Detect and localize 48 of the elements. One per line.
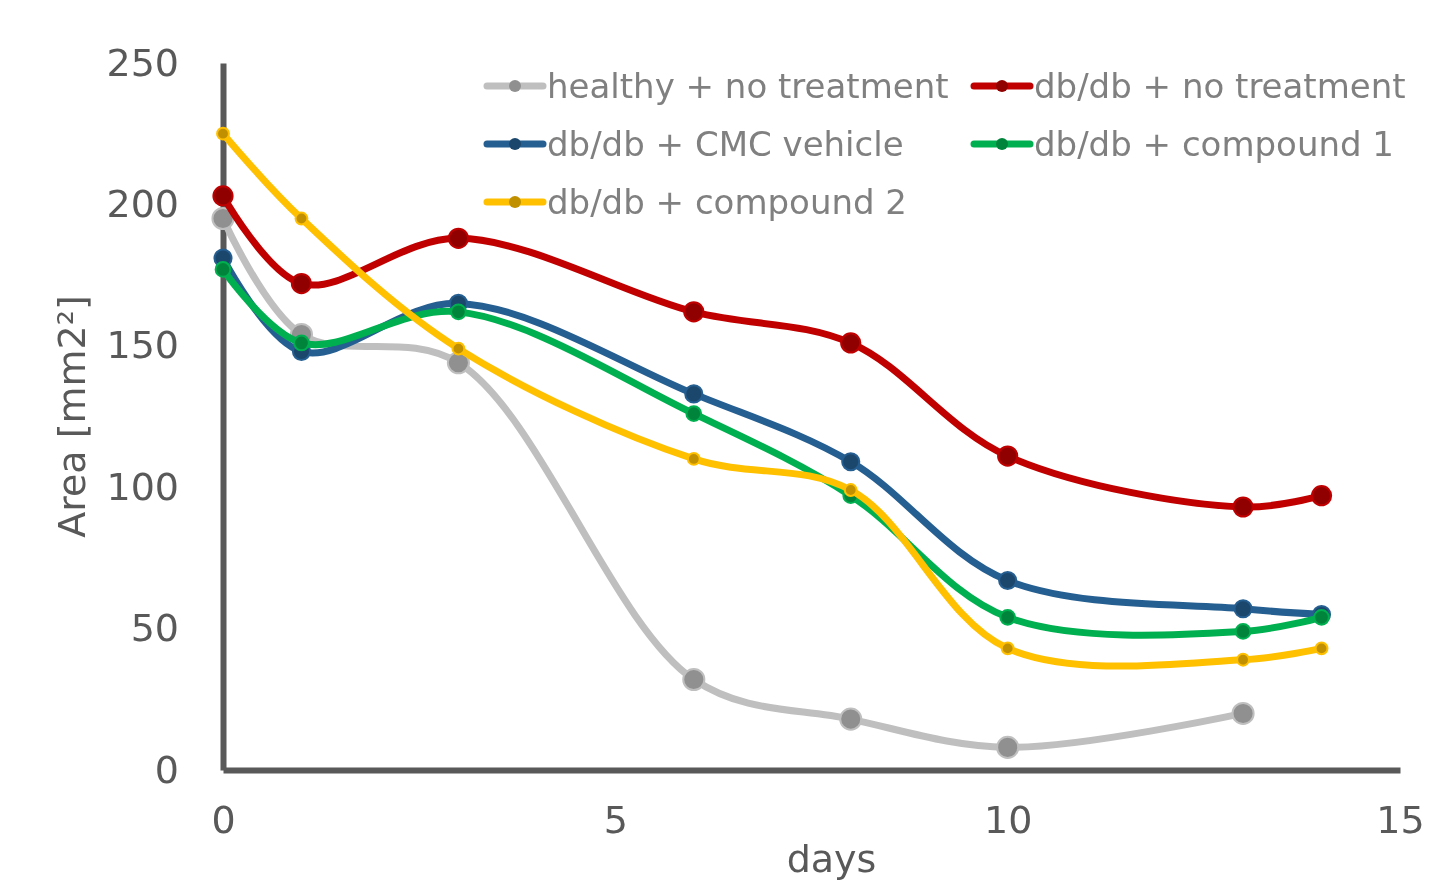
point: [1310, 485, 1333, 507]
point: [1000, 641, 1015, 656]
point: [451, 341, 466, 356]
point: [212, 185, 234, 207]
y-tick-label: 0: [154, 747, 179, 792]
y-tick-label: 150: [106, 323, 179, 368]
legend-label: healthy + no treatment: [547, 65, 949, 106]
point: [1314, 641, 1329, 656]
point: [998, 570, 1018, 591]
point: [843, 483, 858, 497]
point: [839, 707, 863, 731]
point: [216, 126, 230, 141]
y-tick-label: 50: [130, 606, 179, 651]
y-tick-label: 250: [106, 40, 179, 85]
point: [683, 301, 705, 323]
x-tick-label: 15: [1376, 797, 1425, 842]
point: [294, 211, 309, 226]
point: [290, 272, 313, 295]
legend-label: db/db + compound 2: [547, 181, 908, 222]
point: [997, 445, 1019, 467]
point: [1236, 652, 1250, 667]
point: [685, 405, 703, 423]
point: [1233, 599, 1253, 619]
point: [211, 207, 235, 231]
legend-label: db/db + no treatment: [1034, 65, 1406, 106]
point: [450, 303, 467, 321]
point: [840, 332, 862, 354]
point: [999, 608, 1017, 626]
y-axis-title: Area [mm2²]: [50, 295, 94, 538]
point: [996, 735, 1020, 759]
point: [682, 667, 706, 692]
point: [447, 227, 470, 249]
y-tick-label: 100: [106, 464, 179, 509]
x-tick-label: 0: [211, 797, 236, 842]
x-axis-title: days: [786, 837, 877, 881]
legend-label: db/db + CMC vehicle: [547, 123, 904, 164]
point: [1231, 701, 1255, 725]
point: [841, 452, 861, 472]
point: [214, 261, 232, 278]
x-tick-label: 5: [603, 797, 628, 842]
point: [686, 452, 701, 466]
point: [684, 384, 704, 404]
x-tick-label: 10: [983, 797, 1033, 842]
point: [1232, 496, 1254, 518]
legend-label: db/db + compound 1: [1034, 123, 1395, 164]
y-tick-label: 200: [106, 182, 179, 227]
point: [1234, 623, 1252, 640]
point: [293, 334, 310, 352]
